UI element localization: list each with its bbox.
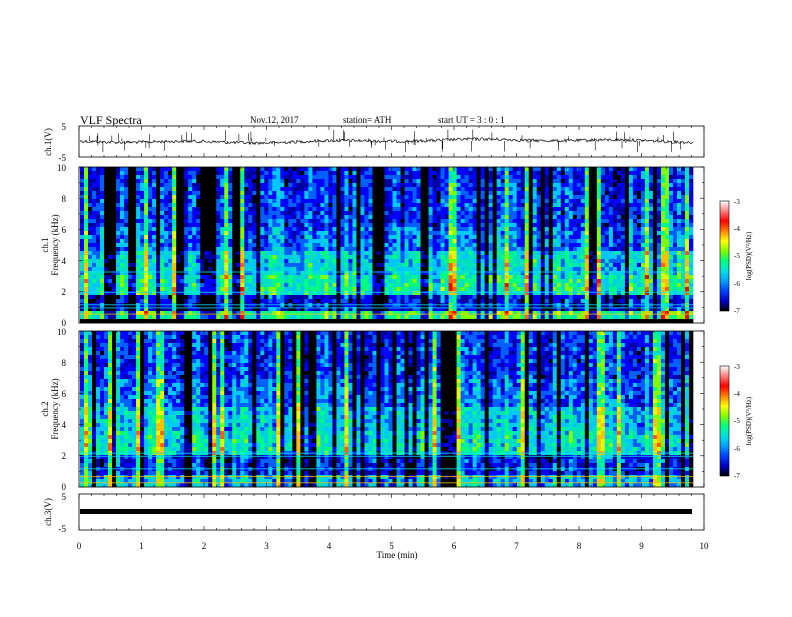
ch2-colorbar-scale: [720, 366, 729, 476]
ch2-freq-tick-10: 10: [57, 327, 67, 337]
ch1-ytick-bottom: -5: [59, 153, 67, 163]
ch2-colorbar: -3 -4 -5 -6 -7 log(PSD)(V²/Hz): [720, 363, 753, 480]
ch1-spectrogram-channel-label: ch.1: [40, 237, 50, 252]
ch2-colorbar-tick-m7: -7: [734, 472, 740, 480]
ch1-ytick-top: 5: [62, 122, 67, 132]
figure-title: VLF Spectra: [80, 113, 142, 127]
ch1-spectrogram-image: [80, 167, 693, 323]
ch2-colorbar-tick-m5: -5: [734, 417, 740, 425]
ch1-colorbar-tick-m3: -3: [734, 198, 740, 206]
x-tick-7: 7: [514, 541, 519, 551]
date-label: Nov.12, 2017: [250, 115, 299, 125]
ch1-colorbar-tick-m6: -6: [734, 280, 740, 288]
ch2-freq-tick-6: 6: [62, 389, 67, 399]
station-label: station= ATH: [343, 115, 392, 125]
ch2-colorbar-label: log(PSD)(V²/Hz): [745, 396, 753, 445]
ch1-spectrogram-ylabel: Frequency (kHz): [50, 214, 60, 275]
start-time-label: start UT = 3 : 0 : 1: [438, 115, 505, 125]
ch1-freq-tick-10: 10: [57, 163, 67, 173]
ch3-ytick-top: 5: [62, 492, 67, 502]
ch3-waveform-ylabel: ch.3(V): [43, 498, 53, 526]
ch2-freq-tick-4: 4: [62, 420, 67, 430]
ch1-freq-tick-8: 8: [62, 194, 67, 204]
ch2-spectrogram-panel: 0 2 4 6 8 10 ch.2 Frequency (kHz): [40, 327, 704, 492]
ch1-freq-tick-6: 6: [62, 225, 67, 235]
ch2-spectrogram-ylabel: Frequency (kHz): [50, 378, 60, 439]
ch1-colorbar-tick-m5: -5: [734, 252, 740, 260]
ch3-waveform-panel: 5 -5 ch.3(V): [43, 492, 704, 534]
time-axis: 0 1 2 3 4 5 6 7 8 9 10 Time (min): [77, 541, 709, 560]
x-tick-3: 3: [264, 541, 269, 551]
ch2-freq-tick-2: 2: [62, 451, 67, 461]
ch2-colorbar-tick-m3: -3: [734, 363, 740, 371]
x-tick-9: 9: [639, 541, 644, 551]
ch1-freq-tick-2: 2: [62, 287, 67, 297]
ch2-freq-tick-8: 8: [62, 358, 67, 368]
ch1-waveform-panel: 5 -5 ch.1(V): [43, 122, 704, 163]
ch1-colorbar-label: log(PSD)(V²/Hz): [745, 231, 753, 280]
ch1-colorbar-scale: [720, 201, 729, 311]
ch1-spectrogram-panel: 0 2 4 6 8 10 ch.1 Frequency (kHz): [40, 163, 704, 328]
x-tick-8: 8: [577, 541, 582, 551]
ch1-waveform-ylabel: ch.1(V): [43, 128, 53, 156]
x-tick-4: 4: [327, 541, 332, 551]
x-tick-0: 0: [77, 541, 82, 551]
ch2-colorbar-tick-m4: -4: [734, 390, 740, 398]
x-tick-1: 1: [139, 541, 144, 551]
ch2-spectrogram-image: [80, 331, 693, 487]
x-axis-label: Time (min): [377, 550, 418, 560]
x-tick-2: 2: [202, 541, 207, 551]
x-tick-10: 10: [700, 541, 710, 551]
ch1-colorbar: -3 -4 -5 -6 -7 log(PSD)(V²/Hz): [720, 198, 753, 315]
ch2-colorbar-tick-m6: -6: [734, 445, 740, 453]
ch1-freq-tick-4: 4: [62, 256, 67, 266]
x-tick-6: 6: [452, 541, 457, 551]
ch3-ytick-bottom: -5: [59, 524, 67, 534]
ch2-spectrogram-channel-label: ch.2: [40, 401, 50, 416]
ch3-waveform-line: [80, 509, 692, 514]
ch2-freq-tick-0: 0: [62, 482, 67, 492]
ch1-colorbar-tick-m4: -4: [734, 225, 740, 233]
ch1-colorbar-tick-m7: -7: [734, 307, 740, 315]
